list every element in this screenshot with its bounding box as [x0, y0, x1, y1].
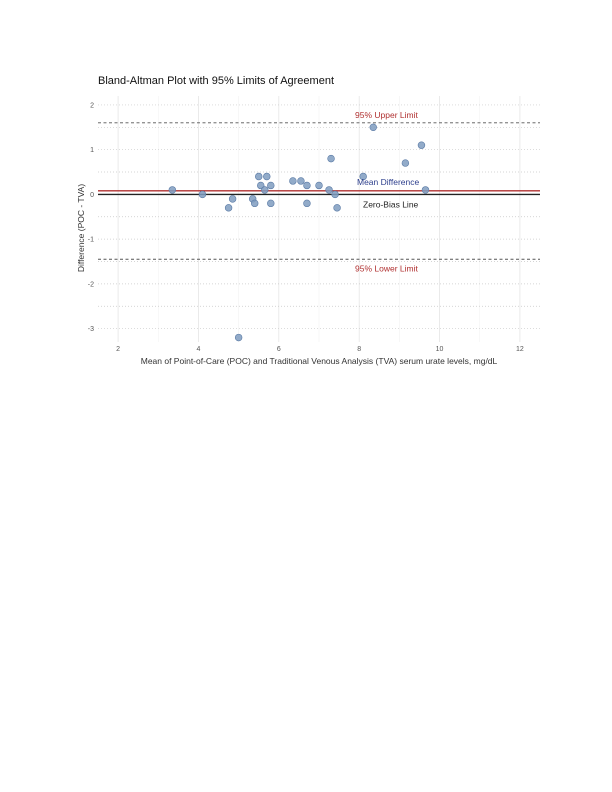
data-point — [267, 181, 275, 190]
data-point — [369, 123, 377, 132]
data-point — [251, 199, 259, 208]
grid — [98, 96, 540, 342]
data-point — [315, 181, 323, 190]
y-axis-label: Difference (POC - TVA) — [76, 184, 86, 272]
data-point — [267, 199, 275, 208]
y-tick-label: -2 — [88, 281, 94, 288]
data-point — [421, 186, 430, 194]
data-point — [331, 190, 339, 199]
data-point — [325, 186, 333, 194]
data-points — [168, 123, 430, 342]
y-tick-label: -3 — [88, 326, 94, 333]
data-point — [333, 204, 341, 212]
x-tick-label: 2 — [116, 346, 120, 353]
reference-line-label: 95% Upper Limit — [355, 110, 418, 120]
x-axis-label: Mean of Point-of-Care (POC) and Traditio… — [141, 356, 498, 366]
line-annotations: 95% Upper Limit Mean Difference Zero-Bias … — [355, 110, 419, 273]
reference-line-label: 95% Lower Limit — [355, 263, 418, 273]
y-tick-label: 0 — [90, 192, 94, 199]
data-point — [198, 190, 207, 199]
data-point — [255, 172, 263, 181]
chart-title: Bland-Altman Plot with 95% Limits of Agr… — [98, 75, 334, 87]
y-tick-label: 2 — [90, 102, 94, 109]
x-tick-label: 8 — [357, 346, 361, 353]
x-tick-label: 4 — [197, 346, 201, 353]
data-point — [297, 177, 305, 185]
reference-line-label: Zero-Bias Line — [363, 199, 419, 209]
data-point — [261, 186, 269, 194]
data-point — [168, 186, 177, 194]
y-tick-label: 1 — [90, 147, 94, 154]
data-point — [263, 172, 271, 181]
data-point — [359, 172, 367, 181]
x-tick-label: 12 — [516, 346, 524, 353]
data-point — [401, 159, 410, 167]
x-tick-label: 10 — [436, 346, 444, 353]
data-point — [303, 199, 311, 208]
data-point — [303, 181, 311, 190]
data-point — [289, 177, 297, 185]
data-point — [228, 195, 237, 203]
data-point — [234, 333, 243, 342]
data-point — [327, 154, 335, 163]
data-point — [417, 141, 426, 149]
reference-line-label: Mean Difference — [357, 177, 419, 187]
data-point — [224, 204, 233, 212]
y-tick-label: -1 — [88, 237, 94, 244]
x-tick-label: 6 — [277, 346, 281, 353]
